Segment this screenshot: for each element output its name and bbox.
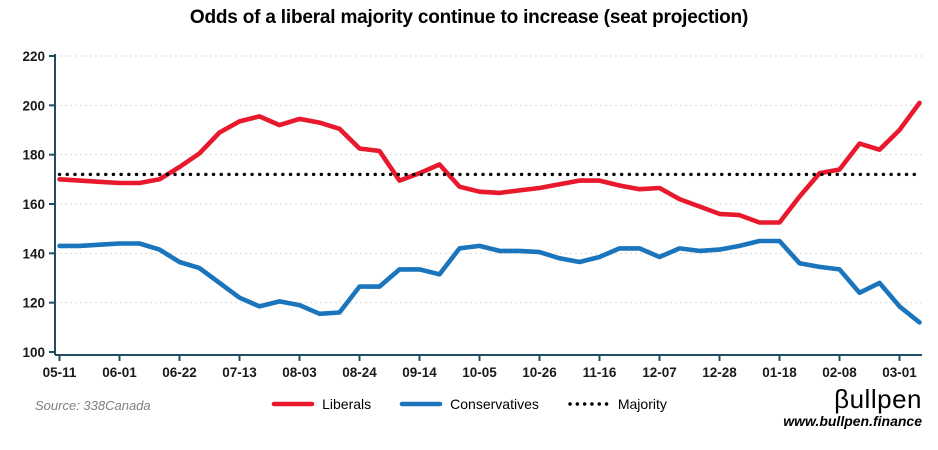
x-tick-label: 07-13: [222, 365, 257, 380]
x-tick-label: 05-11: [43, 365, 77, 380]
y-tick-label: 180: [22, 148, 45, 163]
legend-swatch-dotted-icon: [568, 402, 610, 406]
x-tick-label: 10-26: [522, 365, 557, 380]
legend-item-majority: Majority: [567, 396, 667, 412]
website-url: www.bullpen.finance: [783, 413, 922, 429]
line-liberals: [57, 100, 922, 225]
legend-item-liberals: Liberals: [271, 396, 371, 412]
bullpen-logo: βullpen: [834, 384, 922, 414]
x-tick-label: 06-01: [102, 365, 137, 380]
legend-label: Conservatives: [450, 396, 539, 412]
x-tick-label: 03-01: [882, 365, 917, 380]
seat-projection-chart: 100 120 140 160 180 200 220 05-11 06-01 06-22 07-1…: [22, 49, 922, 380]
legend-label: Liberals: [322, 396, 372, 412]
chart-canvas: 100 120 140 160 180 200 220 05-11 06-01 06-22 07-1…: [22, 49, 922, 380]
x-tick-label: 12-28: [702, 365, 737, 380]
x-tick-label: 10-05: [462, 365, 497, 380]
y-tick-label: 120: [22, 296, 45, 311]
branding-block: βullpen www.bullpen.finance: [783, 386, 922, 429]
chart-title: Odds of a liberal majority continue to i…: [189, 7, 749, 28]
x-tick-label: 08-24: [342, 365, 377, 380]
y-tick-label: 140: [22, 246, 45, 261]
legend-label: Majority: [617, 396, 667, 412]
x-tick-label: 12-07: [642, 365, 677, 380]
source-credit: Source: 338Canada: [35, 398, 151, 413]
legend-swatch-solid-icon: [399, 401, 443, 407]
y-tick-label: 220: [22, 49, 45, 64]
x-tick-label: 09-14: [402, 365, 437, 380]
x-tick-label: 02-08: [822, 365, 857, 380]
x-tick-label: 08-03: [282, 365, 317, 380]
y-tick-label: 100: [22, 345, 45, 360]
x-tick-label: 11-16: [583, 365, 617, 380]
x-tick-label: 06-22: [162, 365, 197, 380]
x-tick-label: 01-18: [762, 365, 797, 380]
line-conservatives: [57, 238, 922, 325]
legend-swatch-solid-icon: [271, 401, 315, 407]
legend-item-conservatives: Conservatives: [399, 396, 539, 412]
y-tick-label: 160: [22, 197, 45, 212]
y-tick-label: 200: [22, 98, 45, 113]
